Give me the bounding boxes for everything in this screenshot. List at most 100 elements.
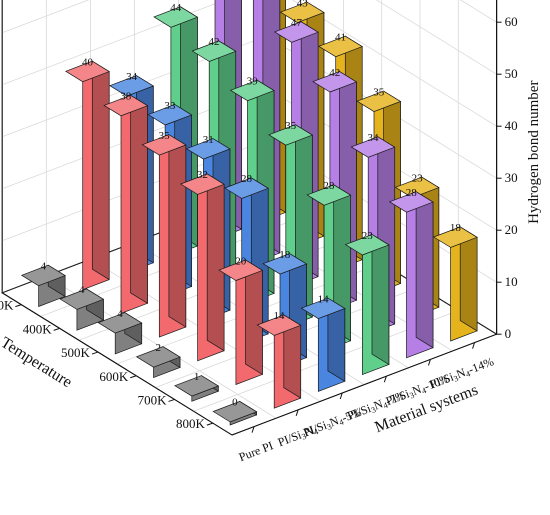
bar-top-face — [135, 346, 181, 368]
bar-side-face — [168, 133, 187, 328]
bar-side-face — [130, 94, 148, 304]
bar-value-label: 1 — [194, 371, 200, 383]
temperature-tick-label: 800K — [176, 416, 206, 431]
z-tick-label: 10 — [505, 274, 518, 289]
z-tick-label: 20 — [505, 222, 518, 237]
bar-value-label: 2 — [156, 342, 162, 354]
bar-top-face — [153, 6, 199, 28]
bars — [20, 0, 478, 426]
bar-top-face — [65, 60, 110, 83]
material-tick — [295, 409, 299, 416]
bar-side-face — [206, 173, 225, 352]
bar — [218, 259, 264, 386]
bar-value-label: 31 — [203, 134, 214, 146]
bar-top-face — [59, 288, 105, 310]
bar-value-label: 4 — [117, 308, 123, 320]
bar-top-face — [20, 264, 66, 287]
bar-value-label: 47 — [291, 17, 303, 29]
bar-top-face — [312, 71, 358, 93]
bar-top-face — [185, 138, 231, 160]
bar-value-label: 35 — [285, 120, 297, 132]
bar-top-face — [141, 134, 187, 156]
temperature-axis — [1, 292, 233, 436]
bar-value-label: 18 — [450, 222, 462, 234]
material-axis-line — [231, 333, 497, 436]
material-tick — [472, 342, 476, 349]
bar-value-label: 23 — [412, 172, 424, 184]
z-tick-label: 50 — [505, 66, 518, 81]
bar — [388, 191, 434, 359]
bar-top-face — [229, 79, 275, 102]
bar-side-face — [371, 233, 390, 366]
bar-value-label: 35 — [373, 86, 385, 98]
bar-top-face — [224, 177, 269, 199]
z-tick-label: 0 — [505, 326, 512, 341]
bar-top-face — [388, 191, 434, 213]
bar-top-face — [300, 297, 346, 319]
material-axis — [231, 333, 497, 436]
z-axis-title: Hydrogen bond number — [526, 81, 542, 224]
bar — [20, 264, 66, 308]
bar-side-face — [415, 191, 434, 349]
bar — [344, 233, 390, 376]
bar-value-label: 4 — [79, 284, 85, 296]
z-gridline — [2, 0, 497, 75]
bar — [212, 400, 258, 426]
temperature-tick-label: 400K — [23, 321, 53, 336]
bar-value-label: 44 — [170, 2, 182, 14]
bar — [174, 374, 220, 402]
z-axis — [496, 0, 502, 335]
bar-value-label: 32 — [197, 169, 208, 181]
bar-top-face — [147, 104, 193, 126]
bar-top-face — [262, 253, 308, 275]
temperature-tick-label: 500K — [61, 345, 91, 360]
bar-top-face — [174, 375, 220, 397]
bar-top-face — [356, 90, 402, 112]
bar-side-face — [245, 259, 263, 376]
temperature-tick-label: 700K — [138, 392, 168, 407]
bar-value-label: 35 — [159, 130, 171, 142]
bar — [300, 297, 346, 392]
z-tick-label: 30 — [505, 170, 518, 185]
bar-side-face — [91, 60, 110, 281]
material-tick — [339, 392, 343, 400]
bar-value-label: 18 — [279, 249, 291, 261]
temperature-tick — [206, 422, 214, 426]
bar-top-face — [350, 136, 396, 158]
bar — [65, 60, 110, 291]
bar-value-label: 39 — [247, 75, 259, 87]
bar-top-face — [218, 259, 264, 281]
bar-value-label: 14 — [318, 293, 330, 305]
bar — [59, 288, 105, 331]
temperature-tick — [168, 398, 175, 402]
bar-value-label: 42 — [329, 67, 340, 79]
bar — [179, 173, 225, 362]
bar — [135, 346, 181, 379]
bar — [432, 226, 478, 342]
temperature-axis-line — [1, 292, 233, 436]
bar-value-label: 43 — [297, 0, 309, 9]
bar-top-face — [432, 226, 478, 248]
bar-top-face — [344, 234, 390, 256]
temperature-axis-title: Temperature — [0, 334, 75, 391]
bar-value-label: 14 — [274, 310, 286, 322]
z-gridline — [459, 0, 497, 23]
bar-value-label: 28 — [323, 180, 335, 192]
bar-value-label: 28 — [406, 187, 418, 199]
bar-value-label: 20 — [235, 255, 247, 267]
bar — [97, 311, 143, 355]
bar-value-label: 34 — [368, 132, 380, 144]
bar-value-label: 42 — [209, 36, 220, 48]
bar-top-face — [109, 75, 155, 97]
bar-value-label: 40 — [82, 56, 94, 68]
bar-top-face — [256, 314, 302, 336]
temperature-tick — [15, 304, 22, 308]
bar-top-face — [318, 35, 363, 58]
z-tick-label: 60 — [505, 14, 518, 29]
bar-value-label: 4 — [41, 260, 47, 272]
bar — [256, 314, 302, 409]
material-tick — [251, 426, 255, 433]
bar-value-label: 41 — [335, 31, 346, 43]
bar-value-label: 28 — [241, 173, 253, 185]
